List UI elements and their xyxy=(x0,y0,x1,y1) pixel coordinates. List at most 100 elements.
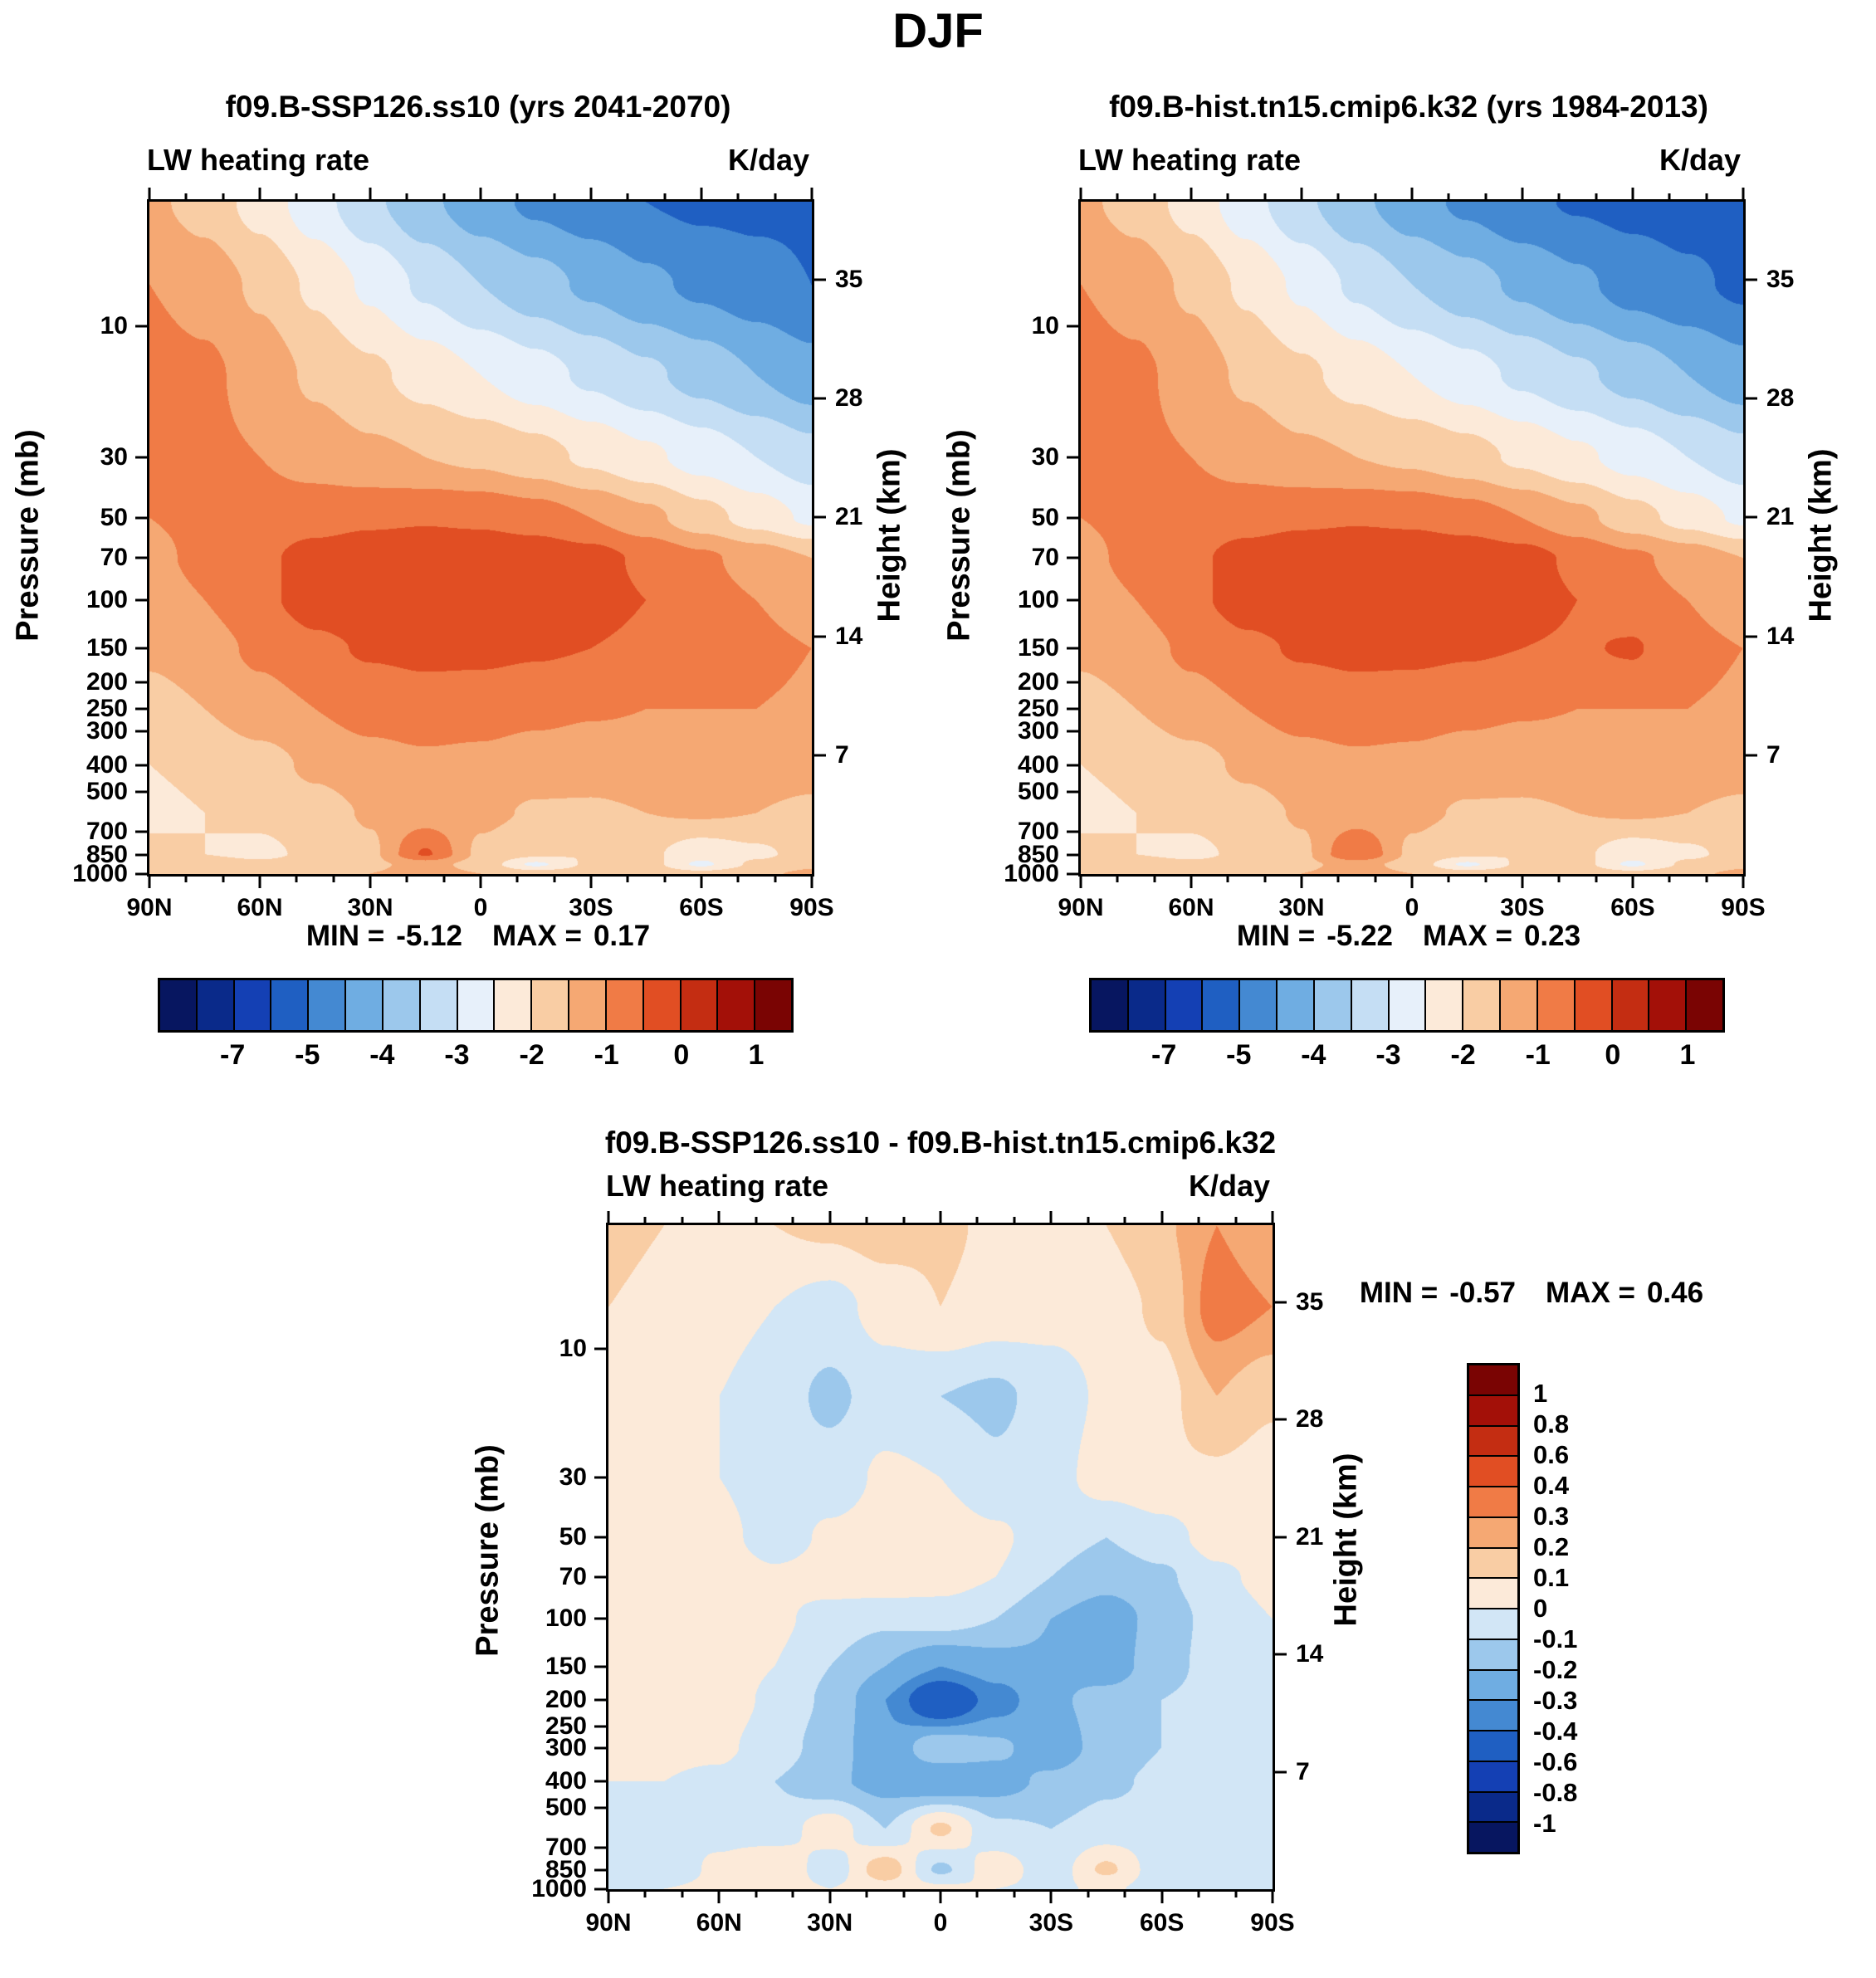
lat-tick xyxy=(1410,874,1414,888)
pressure-axis-title: Pressure (mb) xyxy=(10,429,46,642)
pressure-tick-label: 10 xyxy=(1031,312,1059,340)
lat-tick-label: 60N xyxy=(1168,894,1214,921)
lat-minor-tick xyxy=(405,874,408,882)
min-label: MIN = xyxy=(1236,920,1316,952)
pressure-tick xyxy=(135,647,149,650)
lat-tick-label: 60S xyxy=(1139,1909,1185,1936)
pressure-tick-label: 1000 xyxy=(1004,860,1059,887)
pressure-tick xyxy=(135,790,149,794)
height-tick-label: 21 xyxy=(1766,503,1795,531)
lat-tick xyxy=(148,188,151,202)
colorbar-cell xyxy=(1469,1670,1517,1702)
lat-tick-label: 60S xyxy=(679,894,724,921)
lat-minor-tick xyxy=(515,874,519,882)
min-value: -5.12 xyxy=(396,920,463,952)
pressure-tick-label: 250 xyxy=(85,695,128,723)
colorbar-tick-label: 0.4 xyxy=(1533,1471,1570,1500)
max-label: MAX = xyxy=(1423,920,1512,952)
pressure-axis-title: Pressure (mb) xyxy=(941,429,977,642)
lat-tick xyxy=(607,1889,610,1903)
lat-minor-tick xyxy=(774,193,777,202)
height-tick-label: 14 xyxy=(1296,1640,1324,1668)
lat-tick xyxy=(1300,188,1303,202)
height-tick xyxy=(1273,1653,1287,1656)
min-value: -5.22 xyxy=(1326,920,1394,952)
lat-tick xyxy=(589,874,593,888)
lat-minor-tick xyxy=(553,193,556,202)
pressure-tick-label: 10 xyxy=(559,1334,587,1362)
colorbar-cell xyxy=(420,980,458,1030)
units-label: K/day xyxy=(727,143,809,177)
lat-minor-tick xyxy=(865,1889,868,1897)
colorbar-cells xyxy=(1089,978,1725,1033)
pressure-tick-label: 500 xyxy=(1017,777,1059,805)
colorbar-cell xyxy=(457,980,496,1030)
max-label: MAX = xyxy=(492,920,582,952)
pressure-tick-label: 400 xyxy=(545,1767,587,1795)
lat-minor-tick xyxy=(1013,1889,1016,1897)
lat-tick xyxy=(1521,188,1524,202)
colorbar-cell xyxy=(1469,1823,1517,1852)
pressure-tick xyxy=(1067,598,1081,602)
colorbar-cell xyxy=(1469,1395,1517,1427)
units-label: K/day xyxy=(1188,1169,1270,1203)
lat-tick xyxy=(1742,874,1745,888)
colorbar-tick-label: -1 xyxy=(1533,1809,1556,1838)
lat-minor-tick xyxy=(295,193,298,202)
pressure-tick xyxy=(594,1888,608,1891)
lat-minor-tick xyxy=(663,193,667,202)
pressure-tick-label: 700 xyxy=(85,817,128,845)
pressure-tick-label: 300 xyxy=(545,1733,587,1761)
colorbar-cell xyxy=(1278,980,1315,1030)
pressure-tick-label: 150 xyxy=(85,634,128,662)
colorbar-tick-label: 1 xyxy=(1679,1039,1696,1071)
lat-minor-tick xyxy=(736,874,740,882)
colorbar-cell xyxy=(1240,980,1278,1030)
lat-minor-tick xyxy=(553,874,556,882)
colorbar-tick-label: 1 xyxy=(1533,1379,1548,1408)
height-tick-label: 21 xyxy=(1296,1522,1324,1551)
pressure-tick xyxy=(594,1780,608,1783)
height-tick xyxy=(1743,278,1757,281)
lat-minor-tick xyxy=(1668,874,1671,882)
lat-minor-tick xyxy=(1447,874,1450,882)
colorbar-cell xyxy=(1469,1457,1517,1487)
lat-minor-tick xyxy=(1705,193,1708,202)
lat-minor-tick xyxy=(442,193,446,202)
pressure-tick-label: 1000 xyxy=(72,860,128,887)
height-tick xyxy=(1273,1301,1287,1304)
pressure-tick-label: 850 xyxy=(545,1856,587,1883)
lat-minor-tick xyxy=(1668,193,1671,202)
height-tick xyxy=(1273,1770,1287,1774)
colorbar-cell xyxy=(197,980,235,1030)
lat-minor-tick xyxy=(791,1217,794,1225)
figure-title: DJF xyxy=(892,4,984,58)
pressure-tick-label: 700 xyxy=(1017,817,1059,845)
colorbar-cell xyxy=(160,980,198,1030)
lat-minor-tick xyxy=(1197,1217,1200,1225)
lat-tick xyxy=(1521,874,1524,888)
pressure-tick-label: 400 xyxy=(85,750,128,779)
lat-minor-tick xyxy=(643,1217,647,1225)
lat-tick xyxy=(700,874,703,888)
lat-minor-tick xyxy=(1116,193,1119,202)
lat-tick-label: 30S xyxy=(1028,1909,1074,1936)
pressure-tick-label: 250 xyxy=(545,1712,587,1740)
lat-tick xyxy=(1160,1889,1164,1903)
pressure-tick xyxy=(1067,707,1081,711)
lat-tick xyxy=(1631,874,1634,888)
pressure-tick-label: 30 xyxy=(559,1463,587,1491)
lat-tick-label: 90N xyxy=(1058,894,1104,921)
lat-tick-label: 90S xyxy=(1721,894,1766,921)
colorbar-labels: 1 0.8 0.6 0.4 0.3 0.2 0.1 0 -0.1 -0.2 -0.3 -0.4 -0.6… xyxy=(1520,1363,1620,1854)
contour-plot-right: 10 30 50 70 100 150 200 250 300 400 500 700 850 1000 3… xyxy=(1004,188,1794,921)
pressure-tick-label: 50 xyxy=(559,1523,587,1551)
height-tick xyxy=(1273,1536,1287,1539)
lat-minor-tick xyxy=(1234,1217,1238,1225)
pressure-tick-label: 500 xyxy=(85,777,128,805)
lat-minor-tick xyxy=(1705,874,1708,882)
lat-tick-label: 60N xyxy=(696,1909,742,1936)
colorbar-tick-label: -7 xyxy=(219,1039,246,1071)
lat-minor-tick xyxy=(442,874,446,882)
pressure-tick-label: 100 xyxy=(1017,586,1059,614)
